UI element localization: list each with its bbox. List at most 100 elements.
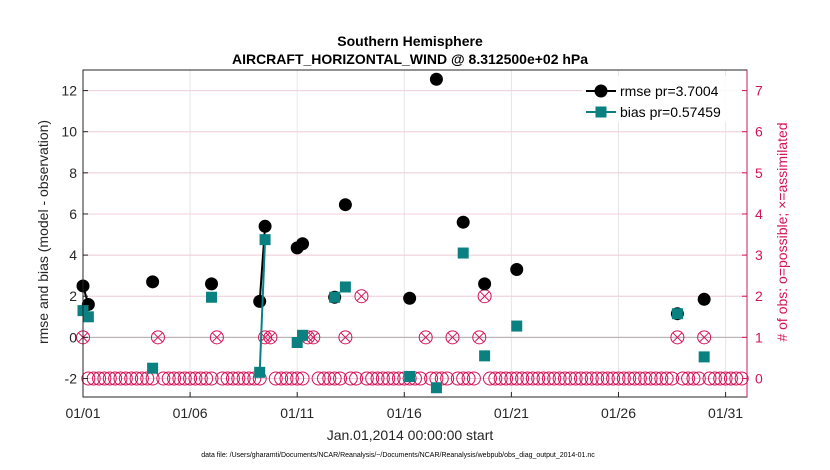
obs-possible-marker (316, 371, 331, 386)
y-right-tick-label: 2 (755, 288, 763, 304)
obs-possible-marker (268, 371, 283, 386)
obs-possible-marker (574, 371, 588, 386)
x-tick-label: 01/21 (494, 405, 529, 421)
obs-possible-marker (557, 371, 572, 386)
obs-possible-marker (547, 371, 562, 386)
bias-point (259, 234, 271, 246)
y-right-tick-label: 1 (755, 329, 763, 345)
bias-point (329, 291, 341, 303)
obs-possible-marker (440, 371, 455, 386)
obs-possible-marker (284, 371, 299, 386)
obs-possible-marker (381, 371, 396, 386)
x-tick-label: 01/06 (173, 405, 208, 421)
rmse-point (253, 294, 267, 308)
rmse-point (258, 219, 272, 233)
x-tick-label: 01/31 (708, 405, 743, 421)
obs-possible-marker (590, 371, 605, 386)
obs-possible-marker (611, 371, 626, 386)
obs-possible-marker (627, 371, 642, 386)
obs-assimilated-marker (308, 332, 318, 343)
obs-possible-marker (531, 371, 546, 386)
obs-possible-marker (488, 371, 503, 386)
obs-possible-marker (445, 330, 460, 345)
obs-possible-marker (670, 330, 685, 345)
obs-possible-marker (349, 371, 364, 386)
obs-possible-marker (118, 371, 133, 386)
obs-possible-marker (172, 371, 187, 386)
y-right-tick-label: 0 (755, 370, 763, 386)
legend: rmse pr=3.7004 bias pr=0.57459 (582, 76, 742, 122)
obs-possible-marker (177, 371, 192, 386)
obs-possible-marker (579, 371, 594, 386)
obs-possible-marker (456, 371, 471, 386)
y-right-tick-label: 4 (755, 206, 763, 222)
legend-marker-rmse (594, 84, 608, 98)
obs-possible-marker (681, 371, 696, 386)
obs-possible-marker (702, 371, 717, 386)
obs-possible-marker (258, 330, 273, 345)
obs-possible-marker (563, 371, 578, 386)
y-right-tick-label: 6 (755, 124, 763, 140)
bias-point (147, 362, 159, 374)
obs-assimilated-marker (212, 332, 222, 343)
obs-possible-marker (386, 371, 401, 386)
obs-assimilated-marker (447, 332, 458, 343)
obs-possible-marker (343, 371, 358, 386)
y-axis-right-label: # of obs: o=possible; ×=assimilated (774, 122, 790, 341)
y-right-tick-label: 5 (755, 165, 763, 181)
y-left-tick-label: -2 (65, 370, 78, 386)
obs-assimilated-marker (479, 291, 490, 301)
obs-possible-marker (156, 371, 171, 386)
bias-point (671, 308, 683, 320)
obs-possible-marker (584, 371, 599, 386)
obs-possible-marker (541, 371, 556, 386)
y-left-tick-label: 0 (69, 329, 77, 345)
obs-possible-marker (124, 371, 139, 386)
obs-assimilated-marker (474, 332, 484, 343)
y-left-tick-label: 10 (61, 124, 77, 140)
obs-possible-marker (354, 289, 369, 304)
obs-possible-marker (718, 371, 733, 386)
obs-possible-marker (520, 371, 535, 386)
obs-count-markers (76, 289, 749, 386)
bias-line (258, 239, 267, 373)
obs-possible-marker (509, 371, 524, 386)
obs-possible-marker (648, 371, 663, 386)
rmse-point (510, 262, 524, 276)
obs-possible-marker (418, 330, 433, 345)
obs-possible-marker (654, 371, 669, 386)
obs-possible-marker (450, 371, 465, 386)
obs-possible-marker (236, 371, 251, 386)
obs-possible-marker (220, 371, 235, 386)
obs-possible-marker (568, 371, 583, 386)
legend-label-rmse: rmse pr=3.7004 (620, 83, 719, 99)
obs-possible-marker (622, 371, 637, 386)
obs-possible-marker (113, 371, 128, 386)
obs-possible-marker (150, 330, 165, 345)
obs-possible-marker (691, 371, 706, 386)
obs-assimilated-marker (699, 332, 709, 343)
bias-point (698, 351, 710, 363)
obs-possible-marker (188, 371, 203, 386)
legend-label-bias: bias pr=0.57459 (620, 104, 721, 120)
obs-possible-marker (161, 371, 176, 386)
obs-possible-marker (515, 371, 530, 386)
obs-possible-marker (193, 371, 208, 386)
footnote: data file: /Users/gharamti/Documents/NCA… (201, 452, 595, 459)
obs-possible-marker (713, 371, 728, 386)
obs-possible-marker (263, 330, 278, 345)
legend-box (582, 76, 742, 122)
obs-possible-marker (552, 371, 567, 386)
obs-possible-marker (659, 371, 674, 386)
obs-possible-marker (322, 371, 337, 386)
obs-possible-marker (167, 371, 182, 386)
axes: 01/01 01/06 01/11 01/16 01/21 01/26 01/31 -2 0 2 4… (61, 70, 763, 421)
obs-possible-marker (183, 371, 198, 386)
obs-possible-marker (504, 371, 519, 386)
obs-possible-marker (375, 371, 390, 386)
x-axis-label: Jan.01,2014 00:00:00 start (327, 427, 494, 443)
obs-possible-marker (327, 371, 342, 386)
bias-point (291, 337, 303, 348)
obs-possible-marker (92, 371, 107, 386)
